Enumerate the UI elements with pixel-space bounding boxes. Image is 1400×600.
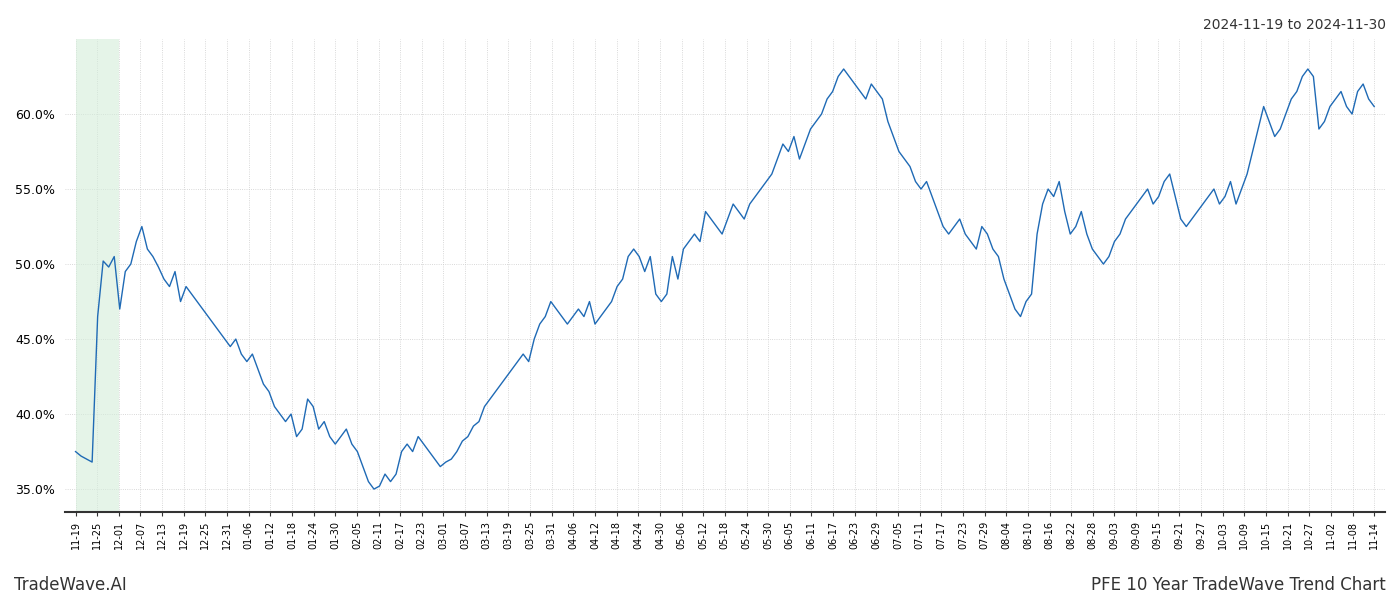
Text: TradeWave.AI: TradeWave.AI [14,576,127,594]
Text: 2024-11-19 to 2024-11-30: 2024-11-19 to 2024-11-30 [1203,18,1386,32]
Text: PFE 10 Year TradeWave Trend Chart: PFE 10 Year TradeWave Trend Chart [1091,576,1386,594]
Bar [76,39,119,512]
